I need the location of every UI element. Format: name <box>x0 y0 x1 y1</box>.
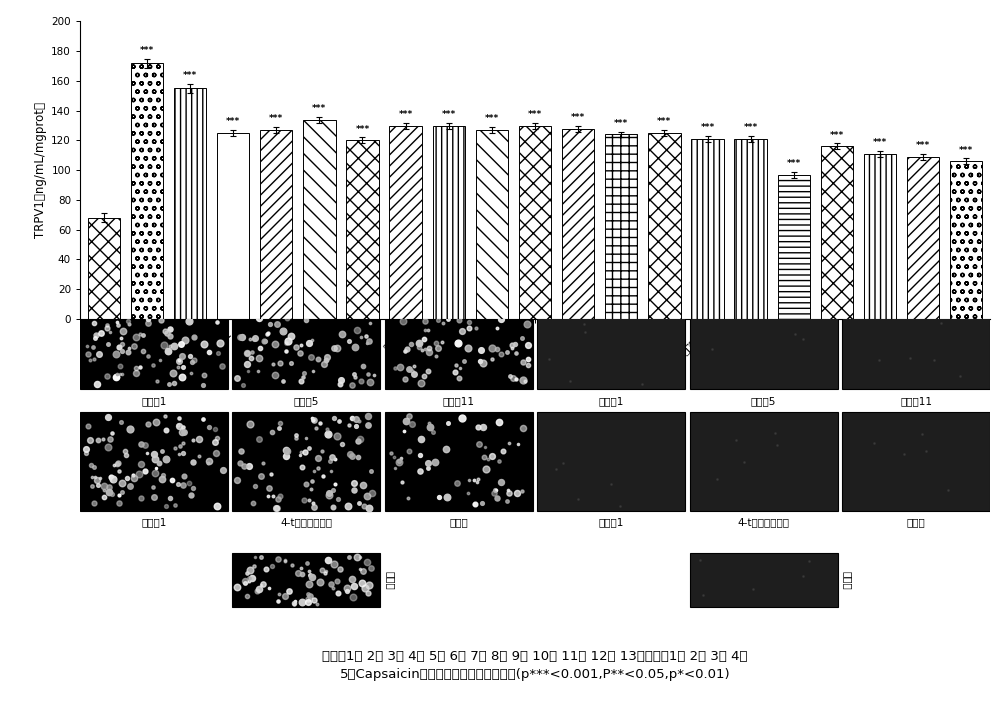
Bar <box>232 290 380 390</box>
Text: ***: *** <box>355 124 370 134</box>
Bar <box>232 412 380 511</box>
Bar <box>385 412 533 511</box>
Bar <box>80 290 228 390</box>
Text: ***: *** <box>657 117 672 127</box>
Text: 空白组: 空白组 <box>385 571 395 589</box>
Text: 对比例1: 对比例1 <box>599 396 624 406</box>
Bar <box>433 126 465 319</box>
Text: ***: *** <box>959 146 973 154</box>
Text: 实施例1: 实施例1 <box>599 518 624 528</box>
Bar <box>476 130 508 319</box>
Text: ***: *** <box>442 110 456 119</box>
Text: 模型组: 模型组 <box>449 518 468 528</box>
Bar <box>537 290 685 390</box>
Text: 对比例11: 对比例11 <box>900 396 932 406</box>
Text: ***: *** <box>787 159 801 168</box>
Text: ***: *** <box>528 110 542 119</box>
Text: 对比例11: 对比例11 <box>443 396 475 406</box>
Bar <box>950 162 982 319</box>
Bar <box>690 553 838 607</box>
Bar <box>519 126 551 319</box>
Text: 4-t叔丁基环己醇: 4-t叔丁基环己醇 <box>738 518 790 528</box>
Text: ***: *** <box>183 72 197 80</box>
Bar <box>80 412 228 511</box>
Bar <box>605 134 637 319</box>
Y-axis label: TRPV1（ng/mL/mgprot）: TRPV1（ng/mL/mgprot） <box>34 102 47 238</box>
Bar <box>385 290 533 390</box>
Bar <box>562 129 594 319</box>
Text: ***: *** <box>312 104 326 113</box>
Text: ***: *** <box>226 117 240 127</box>
Bar <box>174 89 206 319</box>
Text: ***: *** <box>485 114 499 123</box>
Text: 对比例1， 2， 3， 4， 5， 6， 7， 8， 9， 10， 11， 12， 13和实施例1， 2， 3， 4，
5对Capsaicin损伤的神经屏隔的修: 对比例1， 2， 3， 4， 5， 6， 7， 8， 9， 10， 11， 12… <box>322 649 748 681</box>
Bar <box>778 174 810 319</box>
Text: 4-t叔丁基环己醇: 4-t叔丁基环己醇 <box>280 518 332 528</box>
Text: ***: *** <box>571 113 585 122</box>
Text: ***: *** <box>614 119 628 128</box>
Bar <box>648 133 681 319</box>
Text: ***: *** <box>830 131 844 139</box>
Bar <box>907 157 939 319</box>
Bar <box>131 63 163 319</box>
Bar <box>537 412 685 511</box>
Bar <box>389 126 422 319</box>
Text: 模型组: 模型组 <box>907 518 925 528</box>
Bar <box>842 290 990 390</box>
Bar <box>864 154 896 319</box>
Bar <box>690 290 838 390</box>
Bar <box>691 139 724 319</box>
Bar <box>842 412 990 511</box>
Text: 对比例5: 对比例5 <box>751 396 776 406</box>
Text: ***: *** <box>140 46 154 55</box>
Text: ***: *** <box>269 114 283 123</box>
Text: ***: *** <box>916 141 930 150</box>
Text: 实施例1: 实施例1 <box>141 518 167 528</box>
Bar <box>88 218 120 319</box>
Text: ***: *** <box>700 123 715 132</box>
Bar <box>303 119 336 319</box>
Bar <box>217 133 249 319</box>
Text: ***: *** <box>873 138 887 147</box>
Bar <box>232 553 380 607</box>
Text: ***: *** <box>398 110 413 119</box>
Text: 对比例1: 对比例1 <box>141 396 167 406</box>
Bar <box>821 147 853 319</box>
Bar <box>690 412 838 511</box>
Text: 空白组: 空白组 <box>842 571 852 589</box>
Bar <box>734 139 767 319</box>
Text: ***: *** <box>744 123 758 132</box>
Bar <box>346 140 379 319</box>
Bar <box>260 130 292 319</box>
Text: 对比例5: 对比例5 <box>294 396 319 406</box>
